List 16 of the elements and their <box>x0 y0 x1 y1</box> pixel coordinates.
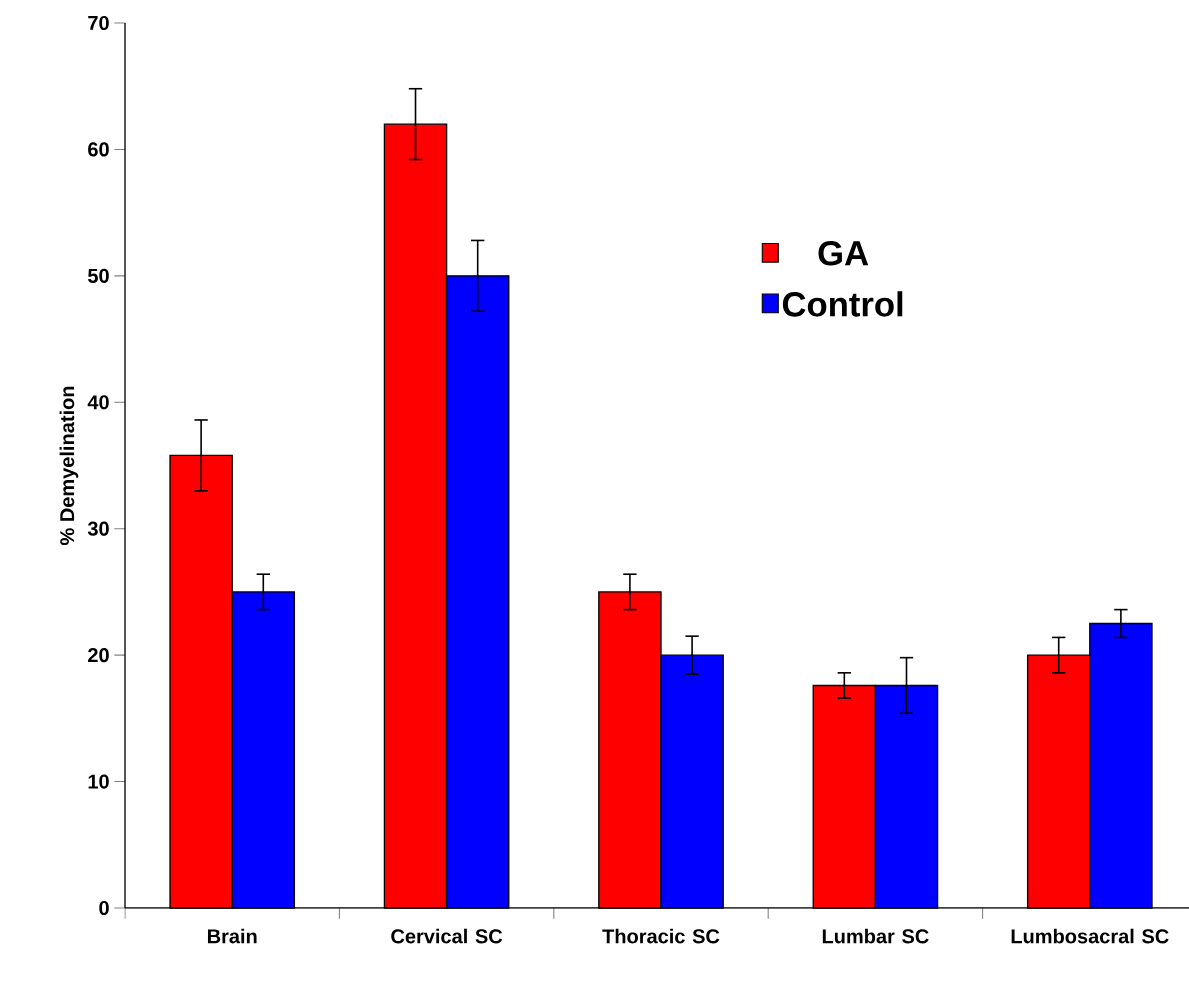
y-tick-label: 60 <box>88 142 109 157</box>
y-axis-title: % Demyelination <box>59 386 79 545</box>
x-tick-label: Brain <box>207 928 257 944</box>
y-tick-label: 10 <box>88 774 109 789</box>
y-tick-label: 50 <box>87 268 109 283</box>
x-tick-label: Thoracic SC <box>602 928 720 944</box>
x-tick-label: Lumbosacral SC <box>1011 928 1169 944</box>
y-tick-label: 30 <box>87 521 109 536</box>
legend-label: Control <box>782 291 903 317</box>
y-tick-label: 70 <box>88 15 109 31</box>
x-tick-label: Lumbar SC <box>822 928 929 944</box>
legend-label: GA <box>818 240 869 266</box>
y-tick-label: 40 <box>87 395 109 410</box>
y-tick-label: 0 <box>99 900 109 916</box>
x-tick-label: Cervical SC <box>391 928 503 944</box>
y-tick-label: 20 <box>88 648 109 663</box>
